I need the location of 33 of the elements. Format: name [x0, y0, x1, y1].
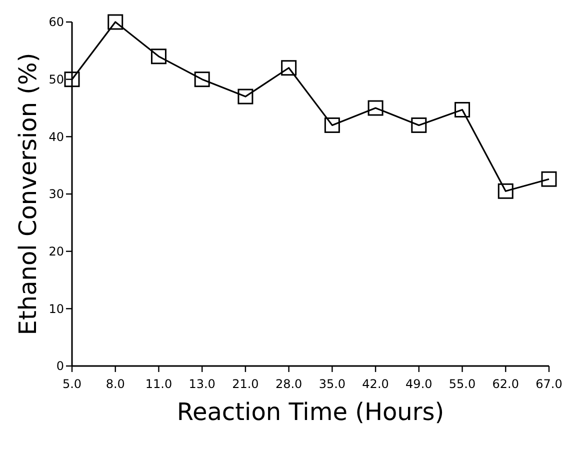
x-axis-title: Reaction Time (Hours) — [176, 398, 444, 426]
point — [194, 72, 210, 88]
point — [541, 171, 557, 187]
x-tick-label: 62.0 — [492, 377, 519, 391]
point — [108, 14, 124, 30]
point — [454, 102, 470, 118]
y-tick-label: 50 — [48, 72, 64, 87]
point — [281, 60, 297, 76]
x-tick-label: 8.0 — [106, 377, 125, 391]
x-tick-label: 67.0 — [536, 377, 562, 391]
x-tick-label: 49.0 — [406, 377, 432, 391]
y-tick-label: 40 — [48, 130, 64, 144]
point — [324, 117, 340, 133]
point — [368, 100, 384, 116]
y-tick-label: 30 — [48, 187, 64, 202]
point — [64, 72, 80, 88]
x-tick-label: 21.0 — [232, 377, 259, 391]
point — [238, 88, 254, 104]
x-tick-label: 55.0 — [448, 377, 476, 391]
y-tick-label: 60 — [48, 15, 64, 30]
x-tick-label: 28.0 — [275, 377, 302, 391]
y-tick-label: 20 — [48, 244, 64, 259]
point — [411, 117, 427, 133]
y-tick-label: 10 — [48, 302, 64, 316]
x-tick-label: 42.0 — [362, 377, 389, 391]
x-tick-label: 35.0 — [318, 377, 346, 391]
y-axis-title: Ethanol Conversion (%) — [14, 52, 42, 336]
y-tick-label: 0 — [56, 359, 64, 374]
point — [150, 48, 166, 64]
x-tick-label: 13.0 — [188, 377, 216, 391]
x-tick-label: 5.0 — [62, 377, 82, 391]
x-tick-label: 11.0 — [145, 377, 172, 391]
point — [498, 183, 514, 199]
